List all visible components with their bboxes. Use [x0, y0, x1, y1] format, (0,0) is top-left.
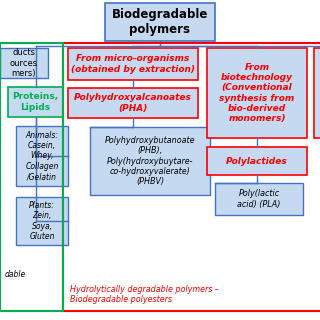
Text: Plants:
Zein,
Soya,
Gluten: Plants: Zein, Soya, Gluten	[29, 201, 55, 241]
Text: Polyhydroxyalcanoates
(PHA): Polyhydroxyalcanoates (PHA)	[74, 93, 192, 113]
Text: dable: dable	[5, 270, 26, 279]
Text: From
biotechnology
(Conventional
synthesis from
bio-derived
monomers): From biotechnology (Conventional synthes…	[220, 62, 295, 124]
Text: Proteins,
Lipids: Proteins, Lipids	[12, 92, 59, 112]
Text: Polyhydroxybutanoate
(PHB),
Poly(hydroxybuytare-
co-hydroxyvalerate)
(PHBV): Polyhydroxybutanoate (PHB), Poly(hydroxy…	[105, 136, 195, 186]
FancyBboxPatch shape	[90, 127, 210, 195]
FancyBboxPatch shape	[16, 197, 68, 245]
FancyBboxPatch shape	[105, 3, 215, 41]
FancyBboxPatch shape	[68, 48, 198, 80]
FancyBboxPatch shape	[215, 183, 303, 215]
Bar	[63, 43, 320, 311]
Text: Hydrolytically degradable polymers –
Biodegradable polyesters: Hydrolytically degradable polymers – Bio…	[70, 285, 219, 304]
Bar	[0, 43, 63, 311]
Text: ducts
ources
mers): ducts ources mers)	[10, 48, 38, 78]
FancyBboxPatch shape	[16, 126, 68, 186]
Text: From micro-organisms
(obtained by extraction): From micro-organisms (obtained by extrac…	[71, 54, 195, 74]
FancyBboxPatch shape	[68, 88, 198, 118]
FancyBboxPatch shape	[8, 87, 63, 117]
FancyBboxPatch shape	[207, 48, 307, 138]
FancyBboxPatch shape	[314, 48, 320, 138]
Text: Poly(lactic
acid) (PLA): Poly(lactic acid) (PLA)	[237, 189, 281, 209]
Text: Polylactides: Polylactides	[226, 156, 288, 165]
Text: Biodegradable
polymers: Biodegradable polymers	[112, 8, 208, 36]
FancyBboxPatch shape	[207, 147, 307, 175]
FancyBboxPatch shape	[0, 48, 48, 78]
Text: Animals:
Casein,
Whey,
Collagen
/Gelatin: Animals: Casein, Whey, Collagen /Gelatin	[25, 131, 59, 181]
